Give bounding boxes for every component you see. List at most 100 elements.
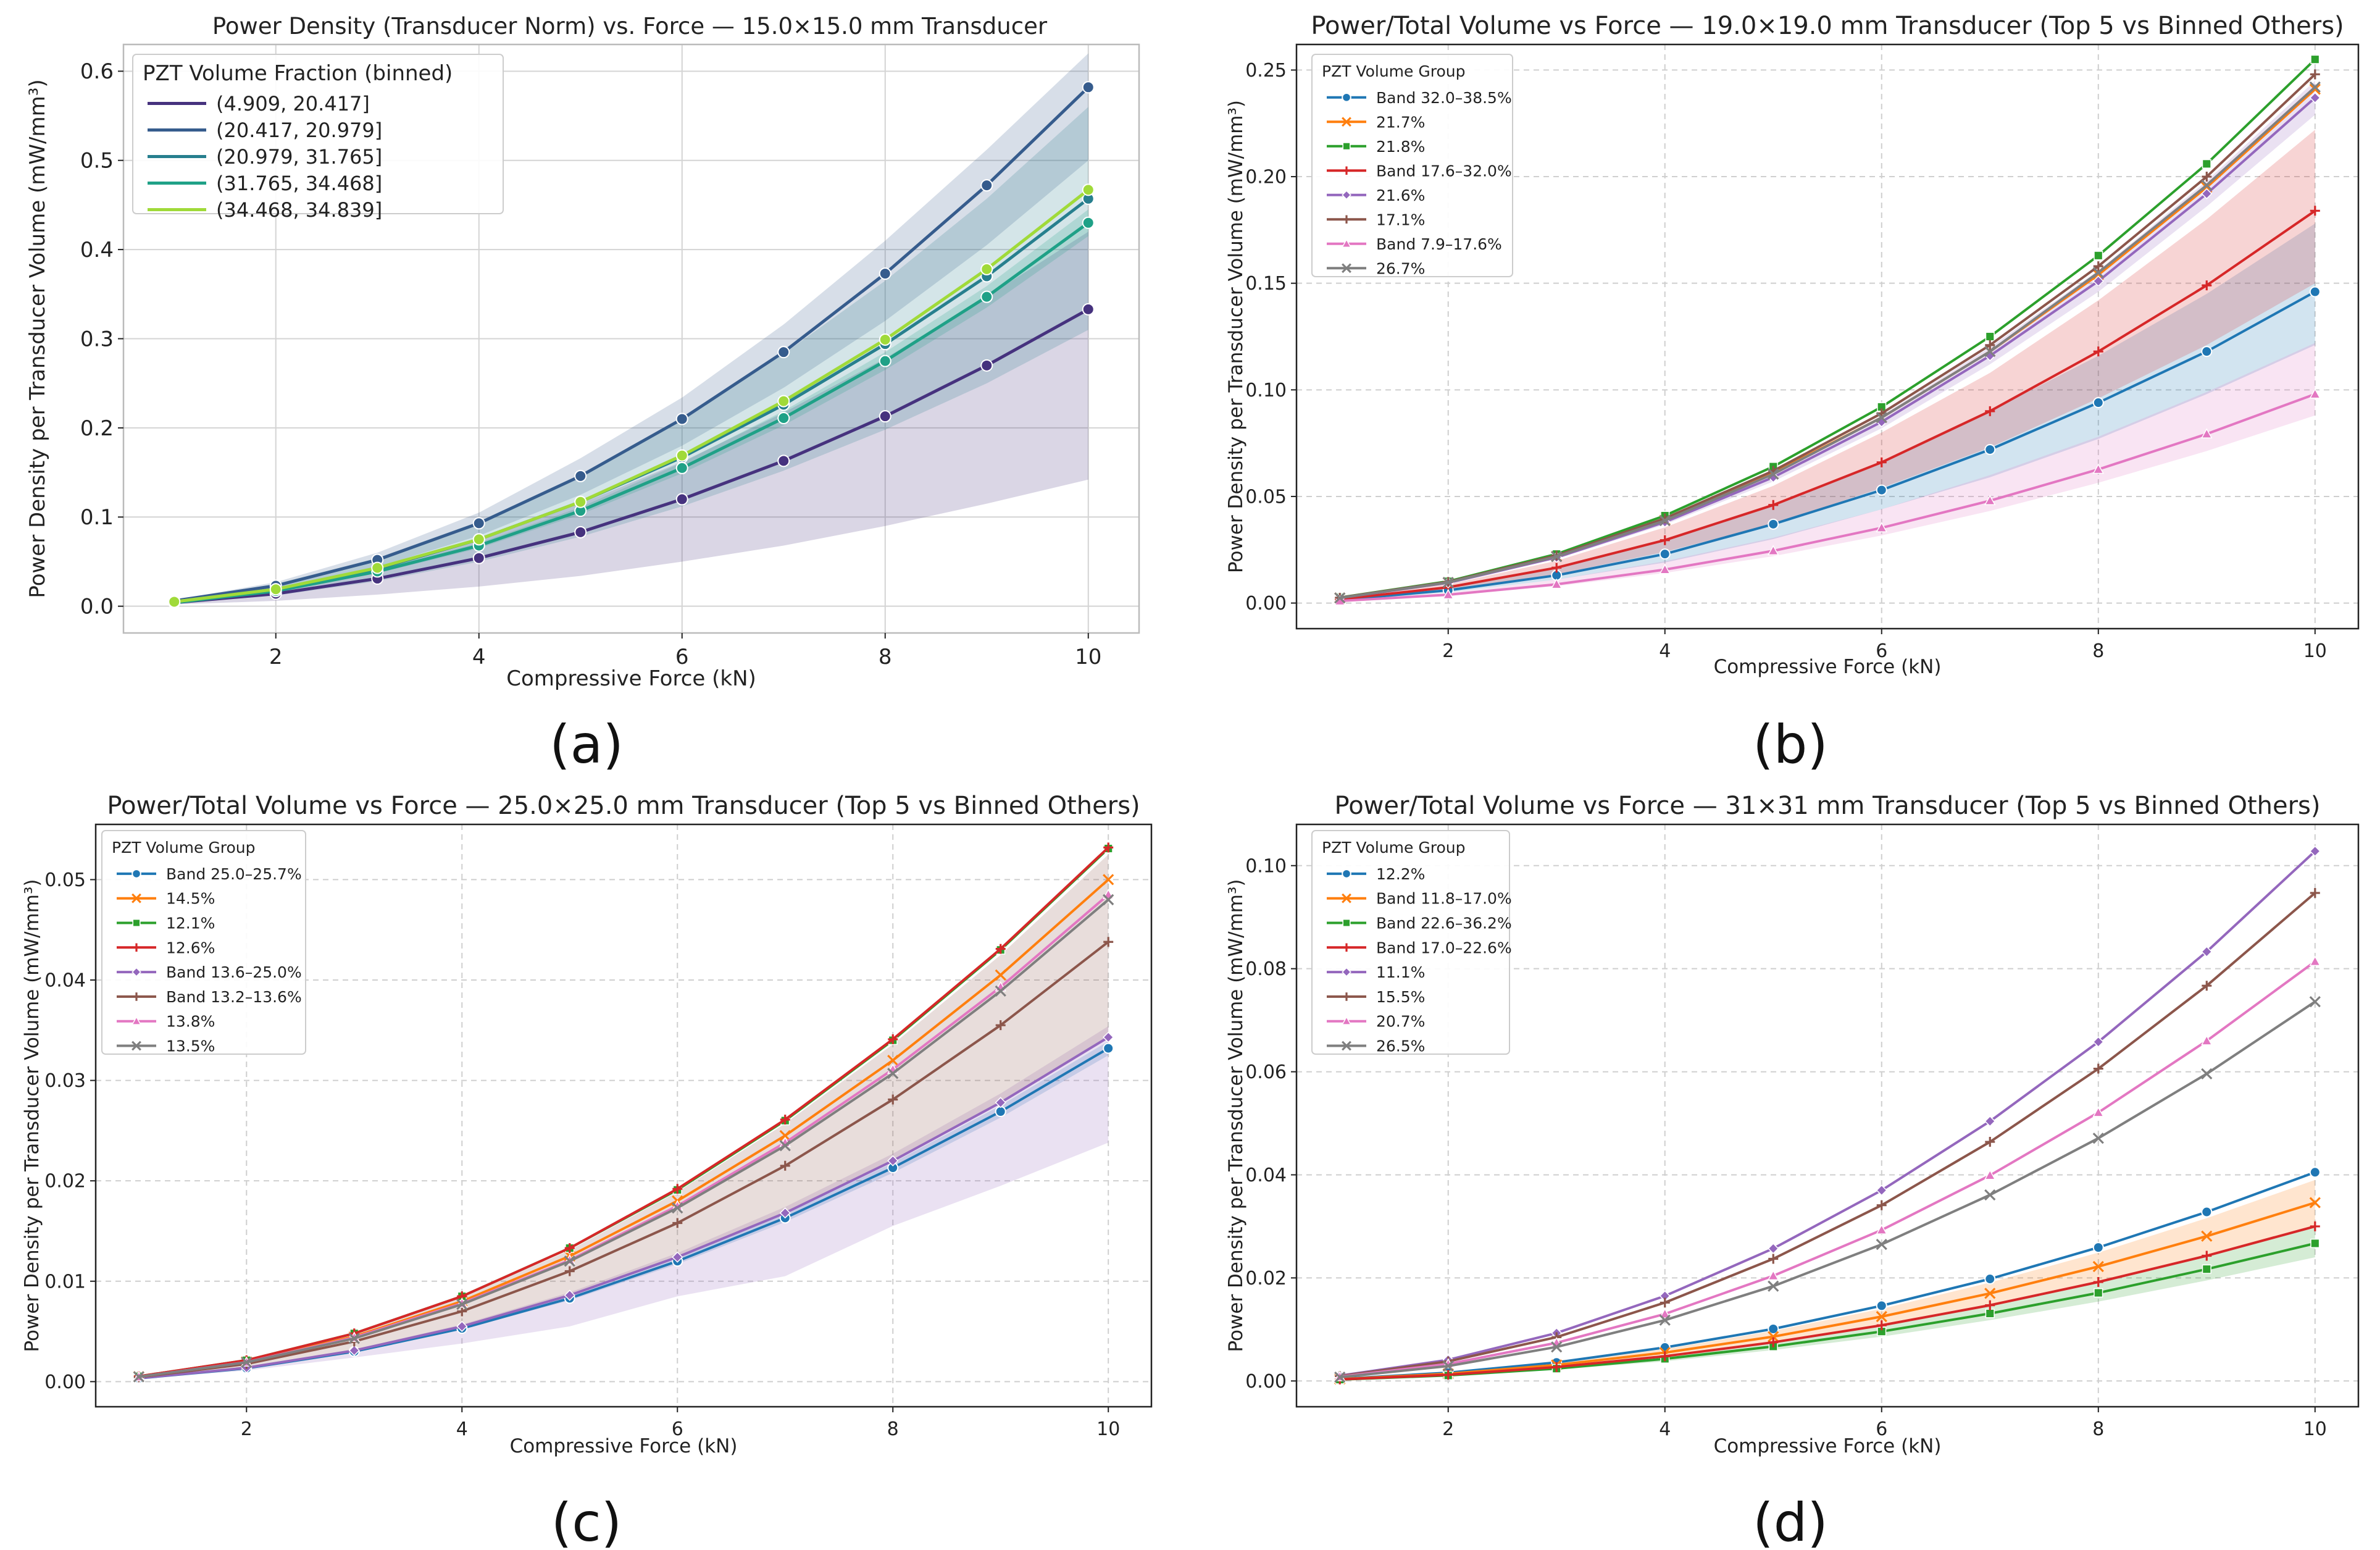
data-point	[574, 469, 587, 482]
x-axis-label: Compressive Force (kN)	[510, 1435, 738, 1457]
data-point	[2309, 388, 2321, 399]
data-point	[371, 561, 384, 574]
data-point	[456, 1320, 468, 1332]
legend-marker	[1342, 918, 1351, 928]
y-tick-label: 0.05	[1245, 486, 1287, 508]
data-point	[168, 595, 181, 608]
legend-label: 26.7%	[1376, 259, 1425, 277]
x-tick-label: 6	[675, 645, 689, 669]
x-tick-label: 10	[1096, 1418, 1120, 1440]
data-point	[1082, 81, 1095, 94]
legend-label: 12.1%	[166, 915, 215, 932]
y-tick-label: 0.02	[1245, 1268, 1287, 1289]
data-point	[887, 1155, 899, 1167]
data-point	[2092, 397, 2104, 409]
data-point	[1660, 1297, 1670, 1308]
x-tick-label: 2	[1442, 1418, 1454, 1440]
series-line	[138, 846, 1109, 1378]
data-point	[1103, 937, 1114, 947]
data-point	[2094, 251, 2103, 261]
data-point	[2092, 1260, 2104, 1273]
data-point	[1984, 1115, 1996, 1127]
legend-box	[1311, 54, 1513, 277]
y-tick-label: 0.0	[80, 595, 114, 619]
data-point	[564, 1289, 575, 1301]
legend: PZT Volume Group Band 25.0–25.7% 14.5% 12.1…	[101, 830, 306, 1055]
data-point	[888, 1094, 898, 1105]
data-point	[2092, 1242, 2104, 1254]
x-axis-label: Compressive Force (kN)	[1714, 1435, 1942, 1457]
data-point	[879, 410, 891, 423]
data-point	[1442, 576, 1454, 589]
data-point	[1984, 1189, 1996, 1201]
legend-marker	[132, 943, 141, 952]
data-point	[777, 395, 790, 408]
y-tick-label: 0.15	[1245, 273, 1287, 295]
series-line	[138, 1036, 1109, 1380]
data-point	[2309, 1197, 2321, 1209]
data-point	[1082, 216, 1095, 229]
confidence-band	[1340, 343, 2315, 601]
y-tick-label: 0.04	[44, 970, 86, 992]
data-point	[1768, 1337, 1779, 1347]
data-point	[2201, 1068, 2213, 1080]
y-tick-label: 0.04	[1245, 1165, 1287, 1186]
data-point	[1985, 332, 1995, 341]
data-point	[1876, 412, 1887, 424]
legend-marker	[132, 869, 141, 879]
legend-label: 13.8%	[166, 1013, 215, 1031]
legend-marker	[1342, 117, 1351, 127]
y-tick-label: 0.00	[1245, 593, 1287, 614]
data-point	[980, 179, 993, 192]
data-point	[1876, 484, 1887, 496]
data-point	[2309, 81, 2321, 93]
y-tick-label: 0.01	[44, 1271, 86, 1292]
data-point	[2092, 275, 2104, 287]
series-line	[1340, 290, 2316, 601]
data-point	[2309, 845, 2321, 857]
data-point	[1984, 495, 1996, 505]
y-tick-label: 0.1	[80, 505, 114, 530]
data-point	[995, 1020, 1006, 1031]
data-point	[1103, 1042, 1114, 1054]
confidence-band	[138, 1026, 1109, 1379]
data-point	[1876, 1184, 1887, 1196]
legend-label: 21.6%	[1376, 186, 1425, 204]
data-point	[1082, 303, 1095, 316]
legend-label: Band 7.9–17.6%	[1376, 235, 1502, 253]
data-point	[2093, 1063, 2103, 1074]
legend-label: Band 22.6–36.2%	[1376, 915, 1512, 932]
data-point	[1082, 183, 1095, 196]
data-point	[879, 354, 891, 367]
confidence-band	[1340, 224, 2315, 601]
series-line	[1339, 86, 2316, 600]
data-point	[2310, 54, 2320, 64]
legend-label: 21.8%	[1376, 138, 1425, 156]
data-point	[2309, 286, 2321, 298]
data-point	[672, 1202, 683, 1214]
legend-label: (4.909, 20.417]	[216, 92, 370, 115]
data-point	[1551, 1341, 1563, 1353]
data-point	[879, 267, 891, 280]
x-tick-label: 10	[1075, 645, 1101, 669]
data-point	[995, 944, 1006, 954]
legend-marker	[1342, 1041, 1351, 1051]
data-point	[1443, 1370, 1453, 1380]
legend-box	[101, 830, 306, 1055]
legend-title: PZT Volume Group	[1322, 839, 1465, 857]
data-point	[472, 517, 485, 530]
data-point	[348, 1333, 360, 1344]
legend-marker	[1341, 1016, 1352, 1025]
legend-label: 20.7%	[1376, 1013, 1425, 1031]
data-point	[1876, 1200, 1887, 1210]
data-point	[879, 333, 891, 346]
data-point	[2202, 1250, 2212, 1261]
data-point	[1659, 563, 1671, 574]
data-point	[472, 551, 485, 564]
panel-caption: (d)	[1753, 1492, 1828, 1550]
data-point	[1984, 1288, 1996, 1299]
data-point	[780, 1115, 790, 1125]
x-tick-label: 8	[879, 645, 892, 669]
legend: PZT Volume Fraction (binned) (4.909, 20.4…	[132, 54, 504, 222]
data-point	[1551, 551, 1563, 563]
